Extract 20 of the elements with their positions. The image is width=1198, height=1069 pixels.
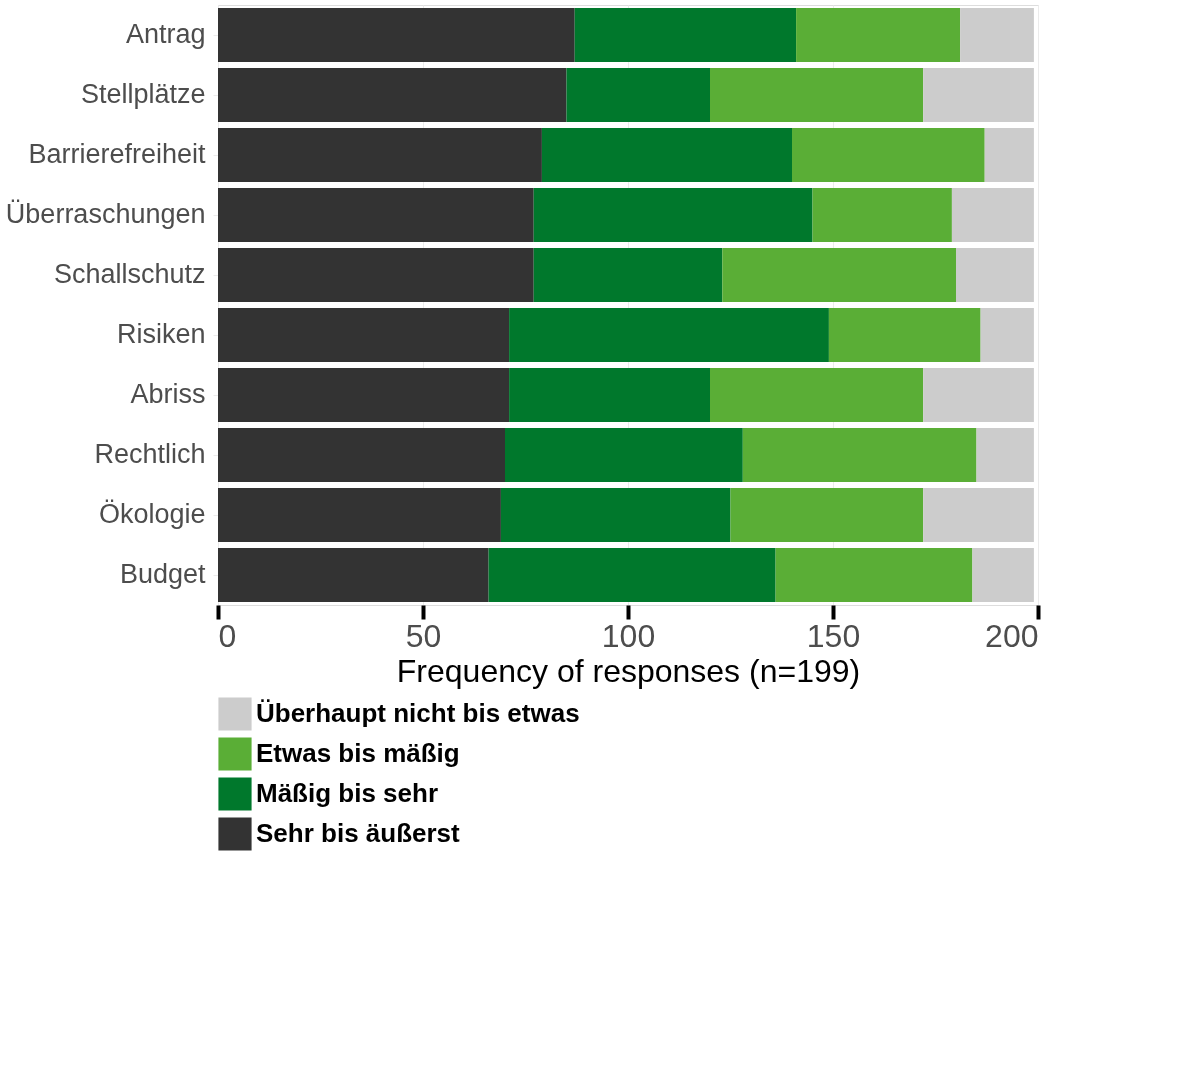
x-tick-label: 100 [601, 617, 656, 654]
legend-label: Etwas bis mäßig [256, 738, 460, 768]
y-tick-label: Barrierefreiheit [28, 139, 206, 169]
y-tick-label: Schallschutz [53, 259, 206, 289]
y-tick-label: Abriss [130, 379, 206, 409]
y-tick-label: Ökologie [98, 499, 206, 529]
y-tick-label: Stellplätze [80, 79, 206, 109]
legend-label: Mäßig bis sehr [256, 778, 439, 808]
y-tick-label: Überraschungen [5, 199, 206, 229]
x-tick-label: 0 [218, 617, 237, 654]
y-tick-label: Antrag [125, 19, 206, 49]
y-tick-label: Rechtlich [94, 439, 206, 469]
y-tick-label: Budget [119, 559, 206, 589]
x-tick-label: 200 [985, 617, 1039, 654]
legend-label: Überhaupt nicht bis etwas [256, 698, 580, 728]
legend-label: Sehr bis äußerst [256, 818, 461, 848]
x-axis-title: Frequency of responses (n=199) [396, 652, 861, 689]
y-tick-label: Risiken [116, 319, 206, 349]
x-tick-label: 150 [806, 617, 861, 654]
x-tick-label: 50 [405, 617, 442, 654]
